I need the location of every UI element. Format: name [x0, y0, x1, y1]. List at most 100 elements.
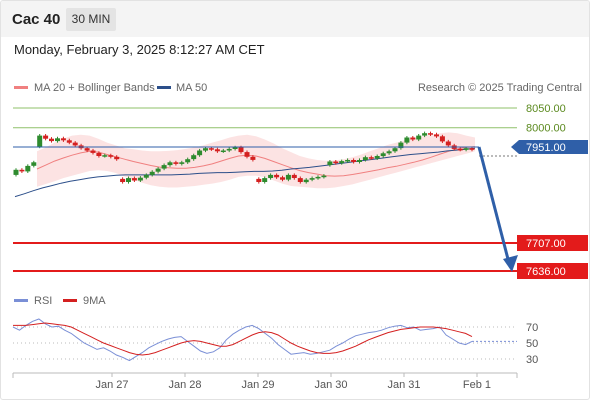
- candle-body: [214, 149, 220, 152]
- candle-body: [291, 174, 297, 178]
- x-tick-label: Jan 28: [168, 379, 201, 391]
- ma50-legend-swatch: [157, 86, 171, 89]
- target-tag: [517, 263, 588, 279]
- candle-body: [238, 147, 244, 153]
- candle-body: [357, 160, 362, 162]
- candle-body: [392, 148, 398, 152]
- candle-body: [262, 178, 268, 182]
- candle-body: [226, 148, 232, 151]
- header-bar: Cac 40 30 MIN: [1, 1, 589, 37]
- current-price-tag: [511, 140, 588, 154]
- candle-body: [351, 160, 357, 162]
- candle-body: [173, 162, 179, 164]
- candle-body: [137, 177, 143, 181]
- ma9-legend-label: 9MA: [83, 295, 106, 307]
- candle-body: [19, 169, 25, 172]
- x-tick-label: Feb 1: [463, 379, 491, 391]
- rsi-line: [12, 318, 473, 362]
- rsi-ma9-line: [13, 322, 473, 356]
- candle-body: [410, 137, 416, 140]
- ma-bb-legend-swatch: [14, 86, 28, 89]
- ma50-legend-label: MA 50: [176, 82, 207, 94]
- candle-body: [250, 156, 256, 160]
- candle-body: [285, 174, 291, 180]
- candle-body: [256, 178, 262, 182]
- candle-body: [469, 148, 475, 150]
- candle-body: [309, 178, 315, 180]
- candle-body: [232, 147, 238, 149]
- candle-body: [55, 138, 60, 142]
- candle-body: [398, 142, 404, 149]
- projection-arrow-head: [503, 255, 518, 272]
- rsi-tick-label: 30: [526, 354, 538, 366]
- resistance-label: 8000.00: [526, 123, 566, 135]
- candle-body: [60, 138, 66, 141]
- candle-body: [315, 176, 321, 179]
- x-tick-label: Jan 27: [95, 379, 128, 391]
- research-credit: Research © 2025 Trading Central: [418, 82, 582, 94]
- candle-body: [43, 135, 49, 139]
- candle-body: [404, 137, 410, 143]
- rsi-tick-label: 50: [526, 338, 538, 350]
- candle-body: [197, 150, 203, 156]
- candle-body: [131, 178, 137, 181]
- candle-body: [155, 168, 161, 172]
- resistance-label: 8050.00: [526, 103, 566, 115]
- x-tick-label: Jan 31: [387, 379, 420, 391]
- candle-body: [185, 159, 191, 163]
- candle-body: [143, 174, 149, 178]
- candle-body: [463, 148, 469, 150]
- candle-body: [161, 165, 167, 169]
- candle-body: [333, 161, 339, 164]
- candle-body: [268, 174, 274, 178]
- candle-body: [31, 162, 37, 166]
- current-price-label: 7951.00: [526, 142, 566, 154]
- candle-body: [49, 138, 54, 142]
- timeframe-button[interactable]: 30 MIN: [66, 8, 116, 31]
- timestamp: Monday, February 3, 2025 8:12:27 AM CET: [14, 42, 265, 57]
- candle-body: [120, 178, 126, 182]
- candle-body: [416, 135, 422, 140]
- candle-body: [114, 156, 120, 160]
- candle-body: [126, 178, 131, 182]
- candle-body: [386, 151, 392, 154]
- candle-body: [108, 155, 114, 157]
- ma9-legend-swatch: [63, 299, 77, 302]
- rsi-legend-label: RSI: [34, 295, 52, 307]
- candle-body: [434, 134, 439, 137]
- rsi-legend-swatch: [14, 299, 28, 302]
- candle-body: [96, 152, 102, 156]
- ma50-line: [14, 147, 476, 198]
- candle-body: [280, 177, 285, 180]
- instrument-title: Cac 40: [12, 11, 61, 28]
- candle-body: [321, 175, 327, 178]
- candle-body: [362, 157, 368, 160]
- candle-body: [220, 150, 226, 152]
- x-tick-label: Jan 30: [314, 379, 347, 391]
- x-tick-label: Jan 29: [241, 379, 274, 391]
- target-tag: [517, 235, 588, 251]
- candle-body: [374, 156, 380, 159]
- candle-body: [25, 165, 31, 172]
- candle-body: [149, 171, 155, 175]
- candle-body: [208, 148, 214, 150]
- candle-body: [428, 133, 433, 135]
- candle-body: [167, 162, 173, 166]
- candle-body: [445, 141, 451, 146]
- target-label: 7707.00: [526, 238, 566, 250]
- candle-body: [84, 148, 90, 151]
- candle-body: [90, 150, 96, 153]
- candle-body: [244, 152, 250, 157]
- candle-body: [274, 174, 280, 178]
- candle-body: [191, 155, 197, 160]
- candle-body: [327, 161, 333, 165]
- candle-body: [13, 169, 19, 175]
- candle-body: [303, 179, 309, 183]
- projection-arrow-shaft: [477, 146, 511, 264]
- candle-body: [368, 157, 374, 159]
- candle-body: [439, 136, 445, 142]
- candle-body: [203, 148, 208, 151]
- candle-body: [179, 162, 185, 164]
